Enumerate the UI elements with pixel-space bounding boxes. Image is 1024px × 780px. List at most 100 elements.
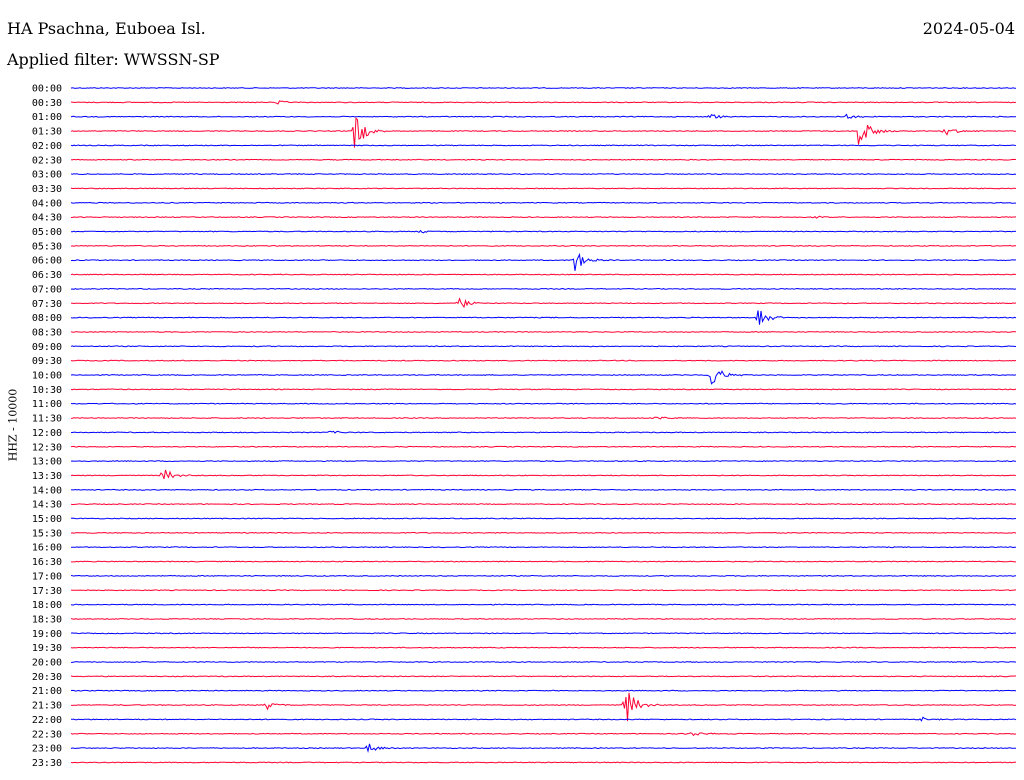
trace-line-1700: [70, 574, 1017, 577]
row-time-label: 23:30: [32, 758, 62, 769]
trace-line-0300: [70, 173, 1017, 176]
trace-line-0230: [70, 158, 1017, 161]
trace-line-0430: [70, 215, 1017, 219]
trace-line-1900: [70, 632, 1016, 635]
row-time-label: 03:00: [32, 170, 62, 181]
row-time-label: 02:00: [32, 141, 62, 152]
trace-line-1030: [70, 388, 1017, 391]
trace-line-0600: [70, 252, 1017, 271]
row-time-label: 10:00: [32, 371, 62, 382]
trace-line-1430: [70, 503, 1016, 506]
row-time-label: 20:00: [32, 658, 62, 669]
row-time-label: 00:30: [32, 98, 62, 109]
trace-line-0800: [70, 310, 1017, 325]
row-time-label: 21:30: [32, 701, 62, 712]
row-time-label: 10:30: [32, 385, 62, 396]
trace-line-1600: [71, 546, 1017, 549]
row-time-label: 15:00: [32, 514, 62, 525]
row-time-label: 17:00: [32, 571, 62, 582]
trace-line-1100: [70, 402, 1017, 405]
row-time-label: 16:00: [32, 543, 62, 554]
row-time-label: 16:30: [32, 557, 62, 568]
row-time-label: 01:30: [32, 127, 62, 138]
trace-line-0200: [70, 144, 1017, 147]
trace-line-1630: [71, 560, 1016, 563]
trace-line-1000: [70, 370, 1017, 385]
row-time-label: 20:30: [32, 672, 62, 683]
trace-line-1800: [70, 603, 1016, 606]
row-time-label: 22:00: [32, 715, 62, 726]
trace-line-2330: [70, 761, 1017, 764]
row-time-label: 09:30: [32, 356, 62, 367]
trace-line-0030: [70, 100, 1017, 105]
trace-line-0000: [70, 87, 1016, 89]
trace-line-0630: [70, 273, 1017, 276]
date-label: 2024-05-04: [922, 19, 1015, 38]
trace-line-1230: [70, 445, 1017, 448]
row-time-label: 01:00: [32, 112, 62, 123]
row-time-label: 18:30: [32, 614, 62, 625]
trace-line-1330: [70, 469, 1017, 480]
trace-line-0830: [70, 331, 1017, 333]
trace-line-0700: [70, 287, 1017, 290]
trace-line-1400: [70, 488, 1017, 491]
trace-line-2130: [70, 692, 1017, 722]
trace-line-0730: [70, 297, 1017, 309]
station-title: HA Psachna, Euboea Isl.: [7, 19, 206, 38]
row-time-label: 13:00: [32, 457, 62, 468]
trace-line-0400: [70, 201, 1016, 204]
trace-line-0330: [70, 187, 1017, 190]
row-time-label: 14:00: [32, 485, 62, 496]
trace-line-2230: [70, 732, 1017, 737]
row-time-label: 03:30: [32, 184, 62, 195]
trace-line-1830: [70, 618, 1017, 620]
row-time-label: 18:00: [32, 600, 62, 611]
row-time-label: 06:30: [32, 270, 62, 281]
row-time-label: 17:30: [32, 586, 62, 597]
trace-line-2030: [70, 675, 1016, 678]
trace-line-1300: [70, 460, 1017, 463]
row-time-label: 22:30: [32, 729, 62, 740]
trace-line-0500: [70, 229, 1017, 234]
trace-line-0530: [70, 244, 1017, 247]
trace-line-1930: [70, 646, 1017, 649]
row-time-label: 09:00: [32, 342, 62, 353]
row-time-label: 21:00: [32, 686, 62, 697]
trace-line-0130: [70, 117, 1017, 148]
trace-line-0930: [70, 359, 1017, 362]
row-time-label: 07:00: [32, 284, 62, 295]
trace-line-1200: [71, 430, 1017, 434]
trace-line-0900: [70, 345, 1017, 348]
row-time-label: 02:30: [32, 155, 62, 166]
row-time-label: 11:00: [32, 399, 62, 410]
trace-line-1530: [70, 531, 1017, 534]
row-time-label: 00:00: [32, 84, 62, 95]
row-time-label: 08:30: [32, 327, 62, 338]
row-time-label: 04:00: [32, 198, 62, 209]
row-time-label: 23:00: [32, 744, 62, 755]
row-time-label: 05:00: [32, 227, 62, 238]
row-time-label: 14:30: [32, 500, 62, 511]
trace-line-2300: [70, 743, 1016, 753]
row-time-label: 07:30: [32, 299, 62, 310]
trace-line-2100: [70, 689, 1017, 692]
row-time-label: 19:00: [32, 629, 62, 640]
row-time-label: 12:00: [32, 428, 62, 439]
trace-line-1500: [70, 517, 1017, 520]
row-time-label: 12:30: [32, 442, 62, 453]
row-time-label: 04:30: [32, 213, 62, 224]
row-time-label: 15:30: [32, 528, 62, 539]
trace-line-2200: [71, 716, 1017, 722]
trace-line-1130: [70, 416, 1017, 420]
trace-line-0100: [70, 113, 1016, 119]
row-time-label: 06:00: [32, 256, 62, 267]
row-time-label: 13:30: [32, 471, 62, 482]
filter-label: Applied filter: WWSSN-SP: [7, 50, 220, 69]
trace-line-2000: [71, 661, 1017, 663]
row-time-label: 19:30: [32, 643, 62, 654]
row-time-label: 05:30: [32, 241, 62, 252]
row-time-label: 08:00: [32, 313, 62, 324]
trace-line-1730: [70, 589, 1017, 592]
row-time-label: 11:30: [32, 414, 62, 425]
